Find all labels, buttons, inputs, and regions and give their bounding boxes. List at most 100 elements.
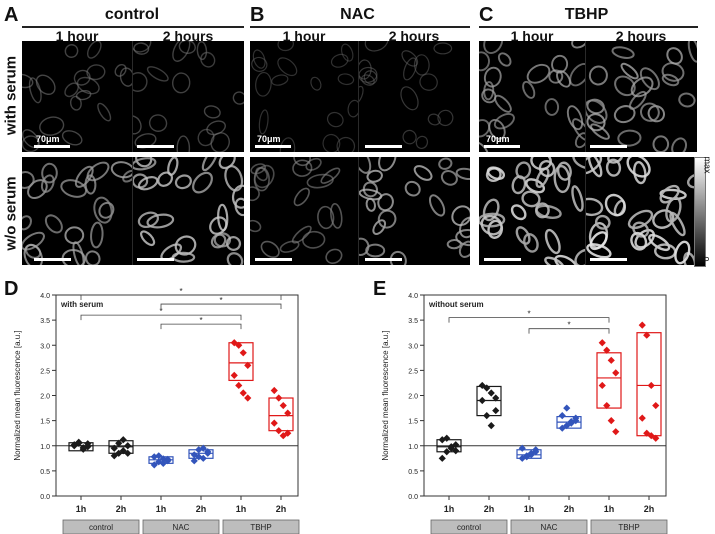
cell-outline [98,201,115,219]
x-tick-label: 1h [524,504,535,514]
cell-outline [192,171,213,194]
cell-outline [258,109,269,135]
cell-outline [271,74,289,86]
y-axis-label: Normalized mean fluorescence [a.u.] [13,330,22,460]
cell-outline [511,175,527,195]
cell-outline [605,158,622,177]
cell-outline [73,69,91,86]
data-point [603,401,611,410]
scale-bar [590,145,627,148]
cell-outline [196,41,208,61]
cell-outline [661,73,680,87]
cell-outline [86,64,106,81]
data-point [598,339,606,347]
cell-outline [27,179,48,200]
cell-outline [415,135,429,150]
cell-outline [574,248,585,265]
data-point [119,436,127,444]
box-NAC-1h [516,449,542,459]
cell-outline [522,80,536,99]
x-tick-label: 1h [76,504,87,514]
data-point [124,442,132,450]
cell-outline [291,225,312,244]
cell-outline [140,230,156,247]
data-point [239,389,247,397]
data-point [478,396,486,405]
cell-outline [206,120,226,136]
cell-outline [627,209,654,230]
data-point [638,321,646,329]
group-label-TBHP: TBHP [250,523,271,532]
significance-bracket [80,294,282,300]
scale-bar [255,258,292,261]
micrograph-divider [132,41,133,152]
cell-outline [255,71,272,97]
cell-outline [669,211,686,237]
data-point [607,417,615,425]
cell-outline [232,91,244,105]
y-tick-label: 2.5 [40,368,50,375]
cell-outline [497,52,512,67]
cell-outline [146,213,175,229]
data-point [190,457,198,465]
data-point [452,447,460,455]
cell-outline [521,190,541,208]
time-label-c-2h: 2 hours [615,28,667,44]
cell-outline [61,130,83,146]
micrograph-divider [358,41,359,152]
data-point [115,449,123,457]
group-label-NAC: NAC [541,523,558,532]
significance-star: * [159,307,162,316]
cell-outline [566,105,584,131]
cell-outline [671,137,688,152]
group-box-control [62,519,140,534]
intensity-colorbar [694,157,706,267]
cell-outline [330,53,349,68]
cell-outline [413,54,430,76]
time-label-a-2h: 2 hours [162,28,214,44]
cell-outline [172,41,191,62]
cell-outline [69,95,82,111]
chart-without-serum: 0.0 0.5 1.0 1.5 2.0 2.5 3.0 3.5 4.0 Normalized me… [381,293,668,534]
cell-outline [234,197,244,217]
data-point [84,440,92,448]
panel-letter-b: B [250,4,265,26]
data-point [492,394,500,402]
cell-outline [157,171,174,187]
cell-outline [148,114,168,132]
cell-outline [293,187,310,207]
significance-bracket [448,317,610,323]
cell-outline [22,215,32,231]
time-label-b-1h: 1 hour [282,28,326,44]
micrograph-divider [585,41,586,152]
y-tick-label: 0.0 [40,494,50,501]
micrograph-with-serum-1 [132,41,244,152]
title-underline-c [479,26,698,28]
data-point [612,428,620,436]
y-tick-label: 4.0 [408,293,418,300]
cell-outline [22,73,34,89]
scale-bar [255,145,291,148]
scale-bar [137,258,174,261]
scale-bar [484,145,520,148]
cell-outline [358,157,372,174]
cell-outline [620,62,639,80]
cell-outline [358,59,372,80]
cell-outline [302,230,326,249]
cell-outline [413,165,433,181]
cell-outline [553,164,571,194]
group-label-NAC: NAC [173,523,190,532]
significance-bracket [528,328,610,334]
cell-outline [336,136,356,152]
cell-outline [639,102,660,122]
chart-subtitle: with serum [60,300,103,309]
cell-outline [372,219,387,235]
cell-outline [225,236,242,251]
scale-bar-label: 70μm [36,134,60,144]
cell-outline [455,167,470,181]
cell-outline [479,119,491,138]
scale-bar [590,258,627,261]
cell-outline [594,214,611,230]
x-tick-label: 2h [276,504,287,514]
cell-outline [252,49,266,69]
